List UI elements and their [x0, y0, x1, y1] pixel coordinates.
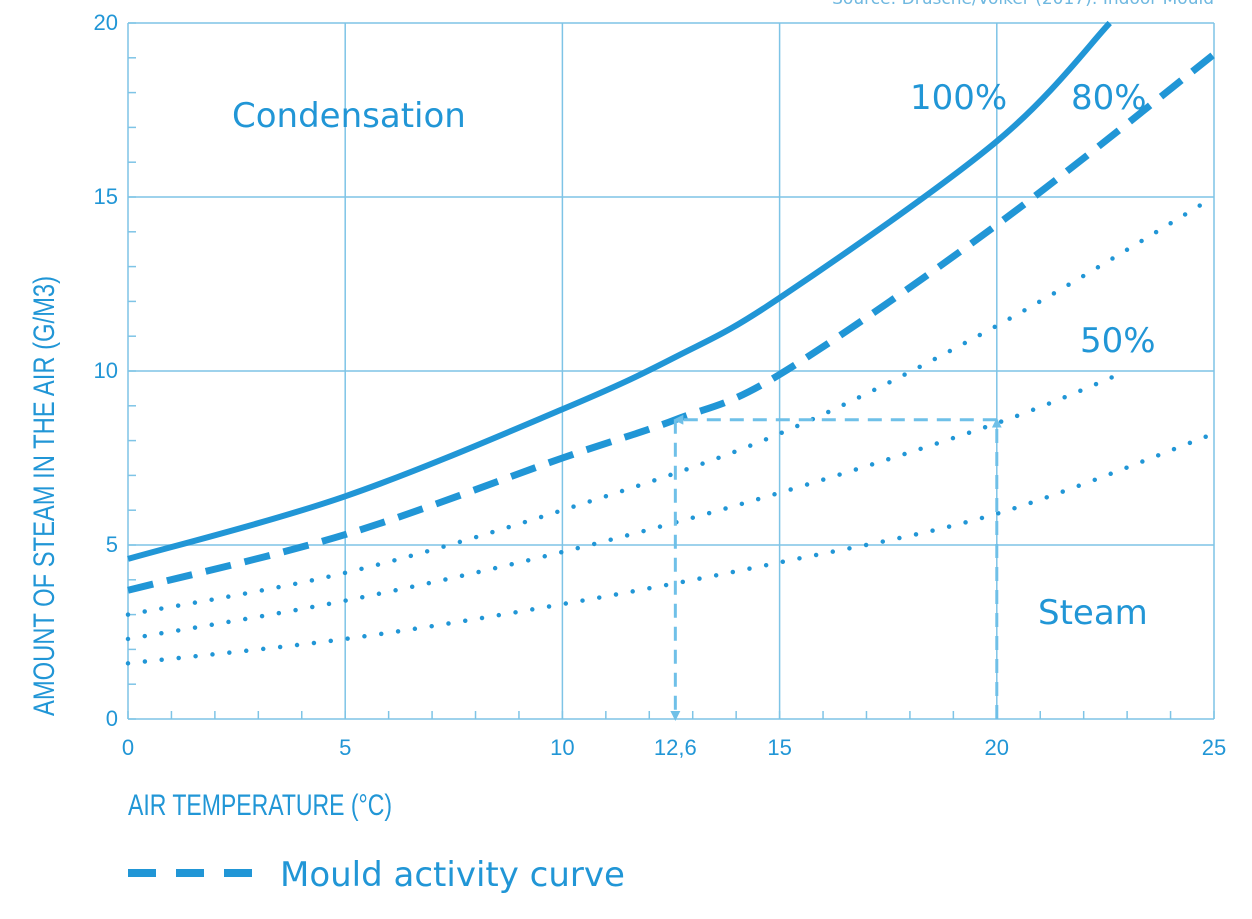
series-line-2	[125, 194, 1217, 617]
chart-labels: AIR TEMPERATURE (°C) AMOUNT OF STEAM IN T…	[28, 78, 1156, 822]
x-axis-title: AIR TEMPERATURE (°C)	[128, 789, 392, 822]
x-tick-label: 20	[985, 735, 1009, 760]
x-tick-label: 12,6	[654, 735, 697, 760]
x-tick-label: 15	[767, 735, 791, 760]
source-note: Source: Drüsche/Völker (2017): Indoor Mo…	[832, 0, 1214, 9]
tick-labels: 0 5 10 12,6 15 20 25 0 5 10 15 20	[94, 10, 1227, 760]
series-label: 100%	[910, 78, 1007, 118]
x-tick-label: 5	[339, 735, 351, 760]
guide-arrows	[670, 414, 1002, 721]
series-label: 50%	[1080, 321, 1156, 361]
y-tick-label: 10	[94, 358, 118, 383]
region-label-condensation: Condensation	[232, 96, 466, 136]
x-tick-label: 10	[550, 735, 574, 760]
x-tick-label: 0	[122, 735, 134, 760]
y-tick-label: 0	[106, 706, 118, 731]
region-label-steam: Steam	[1038, 593, 1148, 633]
series-label: 80%	[1071, 78, 1147, 118]
y-tick-label: 20	[94, 10, 118, 35]
series-line-3	[125, 368, 1130, 642]
series-line-0	[127, 20, 1112, 562]
y-axis-title: AMOUNT OF STEAM IN THE AIR (G/M3)	[28, 276, 61, 716]
legend-label: Mould activity curve	[280, 855, 625, 895]
y-tick-label: 15	[94, 184, 118, 209]
grid	[127, 22, 1215, 720]
legend: Mould activity curve	[128, 855, 625, 895]
y-tick-label: 5	[106, 532, 118, 557]
x-tick-label: 25	[1202, 735, 1226, 760]
